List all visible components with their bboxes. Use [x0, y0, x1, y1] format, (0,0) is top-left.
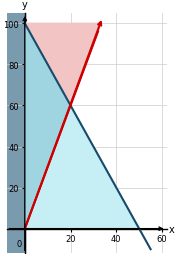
Polygon shape	[25, 24, 139, 229]
Text: x: x	[169, 224, 175, 234]
Polygon shape	[25, 24, 101, 106]
Text: y: y	[22, 0, 28, 10]
Polygon shape	[25, 24, 71, 229]
Text: 0: 0	[16, 239, 21, 248]
Polygon shape	[6, 14, 25, 253]
